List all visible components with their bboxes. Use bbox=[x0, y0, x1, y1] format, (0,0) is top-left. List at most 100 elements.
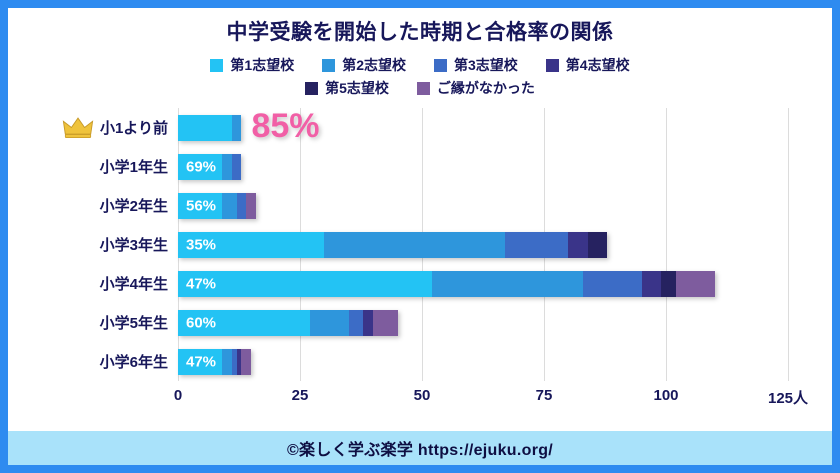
percent-label: 85% bbox=[251, 106, 320, 145]
bar-segment bbox=[373, 309, 398, 336]
chart-card: 中学受験を開始した時期と合格率の関係 第1志望校 第2志望校 第3志望校 第4志望校第… bbox=[8, 8, 832, 465]
legend-swatch bbox=[305, 81, 319, 95]
bar-segment bbox=[178, 153, 222, 180]
bar-segment bbox=[231, 348, 237, 375]
bar-segment bbox=[246, 192, 257, 219]
legend-item: 第4志望校 bbox=[545, 55, 630, 75]
plot-area: 小1より前 85% 小学1年生 69% 小学2年生 56% 小学3年生 35% 小学4年生 47%… bbox=[8, 106, 832, 381]
table-row: 小1より前 85% bbox=[8, 106, 832, 147]
percent-label: 35% bbox=[186, 236, 217, 253]
category-label-text: 小学2年生 bbox=[99, 198, 168, 215]
footer-band: ©楽しく学ぶ楽学 https://ejuku.org/ bbox=[8, 431, 832, 465]
category-label-text: 小学1年生 bbox=[99, 159, 168, 176]
category-label: 小学5年生 bbox=[8, 312, 178, 333]
legend-item: 第1志望校 bbox=[210, 55, 294, 75]
bar-track: 56% bbox=[178, 192, 788, 219]
x-tick-label: 25 bbox=[291, 387, 309, 404]
x-tick-label: 0 bbox=[173, 387, 183, 404]
bar-segment bbox=[675, 270, 715, 297]
bar-segment bbox=[583, 270, 642, 297]
bar-segment bbox=[661, 270, 676, 297]
copyright-text: ©楽しく学ぶ楽学 https://ejuku.org/ bbox=[286, 442, 554, 459]
legend-item: 第2志望校 bbox=[322, 55, 406, 75]
bar-segment bbox=[221, 192, 237, 219]
category-label-text: 小1より前 bbox=[99, 120, 168, 137]
category-label: 小学6年生 bbox=[8, 351, 178, 372]
x-tick-label: 75 bbox=[535, 387, 553, 404]
percent-label: 60% bbox=[186, 314, 217, 331]
table-row: 小学1年生 69% bbox=[8, 147, 832, 186]
category-label-text: 小学5年生 bbox=[99, 315, 168, 332]
percent-label: 47% bbox=[186, 275, 217, 292]
bar-track: 35% bbox=[178, 231, 788, 258]
legend-item: 第5志望校 bbox=[305, 78, 389, 98]
category-label: 小学1年生 bbox=[8, 156, 178, 177]
legend-swatch bbox=[434, 58, 447, 72]
category-label: 小1より前 bbox=[8, 116, 178, 139]
legend-label: 第4志望校 bbox=[565, 57, 630, 73]
bar-segment bbox=[504, 231, 569, 258]
table-row: 小学4年生 47% bbox=[8, 264, 832, 303]
x-tick-label: 50 bbox=[413, 387, 431, 404]
bar-segment bbox=[178, 270, 432, 297]
percent-label: 69% bbox=[186, 158, 217, 175]
legend-item: 第3志望校 bbox=[434, 55, 518, 75]
percent-label: 56% bbox=[186, 197, 217, 214]
spacer bbox=[8, 409, 832, 431]
bar-segment bbox=[178, 231, 325, 258]
x-axis: 0 25 50 75 100 125人 bbox=[174, 385, 808, 409]
bar-segment bbox=[236, 192, 247, 219]
legend-label: ご縁がなかった bbox=[436, 80, 535, 96]
bar-segment bbox=[309, 309, 349, 336]
category-label-text: 小学6年生 bbox=[99, 354, 168, 371]
x-tick-label: 125人 bbox=[767, 390, 809, 407]
bar-segment bbox=[363, 309, 374, 336]
legend-swatch bbox=[416, 81, 430, 95]
table-row: 小学6年生 47% bbox=[8, 342, 832, 381]
category-label: 小学4年生 bbox=[8, 273, 178, 294]
legend: 第1志望校 第2志望校 第3志望校 第4志望校第5志望校 ご縁がなかった bbox=[8, 55, 832, 98]
legend-row: 第5志望校 ご縁がなかった bbox=[305, 78, 535, 98]
bar-track: 47% bbox=[178, 270, 788, 297]
bar-segment bbox=[431, 270, 584, 297]
percent-label: 47% bbox=[186, 353, 217, 370]
bar-segment bbox=[221, 348, 232, 375]
x-tick-label: 100 bbox=[653, 387, 679, 404]
legend-label: 第5志望校 bbox=[325, 80, 389, 96]
legend-row: 第1志望校 第2志望校 第3志望校 第4志望校 bbox=[210, 55, 630, 75]
bar-track: 47% bbox=[178, 348, 788, 375]
bar-segment bbox=[348, 309, 364, 336]
category-label: 小学2年生 bbox=[8, 195, 178, 216]
crown-icon bbox=[62, 117, 94, 138]
legend-label: 第2志望校 bbox=[342, 57, 406, 73]
bar-track: 69% bbox=[178, 153, 788, 180]
table-row: 小学3年生 35% bbox=[8, 225, 832, 264]
gridline bbox=[666, 108, 667, 381]
legend-swatch bbox=[210, 58, 224, 72]
category-label-text: 小学4年生 bbox=[99, 276, 168, 293]
bar-segment bbox=[178, 192, 222, 219]
bar-segment bbox=[178, 309, 310, 336]
bar-segment bbox=[178, 114, 232, 141]
bar-segment bbox=[568, 231, 588, 258]
crown-icon-wrap bbox=[62, 116, 94, 139]
bar-track: 60% bbox=[178, 309, 788, 336]
legend-item: ご縁がなかった bbox=[416, 78, 535, 98]
legend-swatch bbox=[545, 58, 559, 72]
legend-swatch bbox=[322, 58, 336, 72]
gridline bbox=[788, 108, 789, 381]
chart-title: 中学受験を開始した時期と合格率の関係 bbox=[226, 21, 614, 44]
bar-segment bbox=[641, 270, 662, 297]
bar-segment bbox=[231, 114, 242, 141]
legend-label: 第3志望校 bbox=[454, 57, 518, 73]
legend-label: 第1志望校 bbox=[230, 57, 295, 73]
bar-segment bbox=[231, 153, 242, 180]
table-row: 小学5年生 60% bbox=[8, 303, 832, 342]
bar-segment bbox=[241, 348, 252, 375]
bar-segment bbox=[178, 348, 222, 375]
table-row: 小学2年生 56% bbox=[8, 186, 832, 225]
bar-segment bbox=[221, 153, 232, 180]
bar-segment bbox=[587, 231, 608, 258]
bar-segment bbox=[236, 348, 242, 375]
